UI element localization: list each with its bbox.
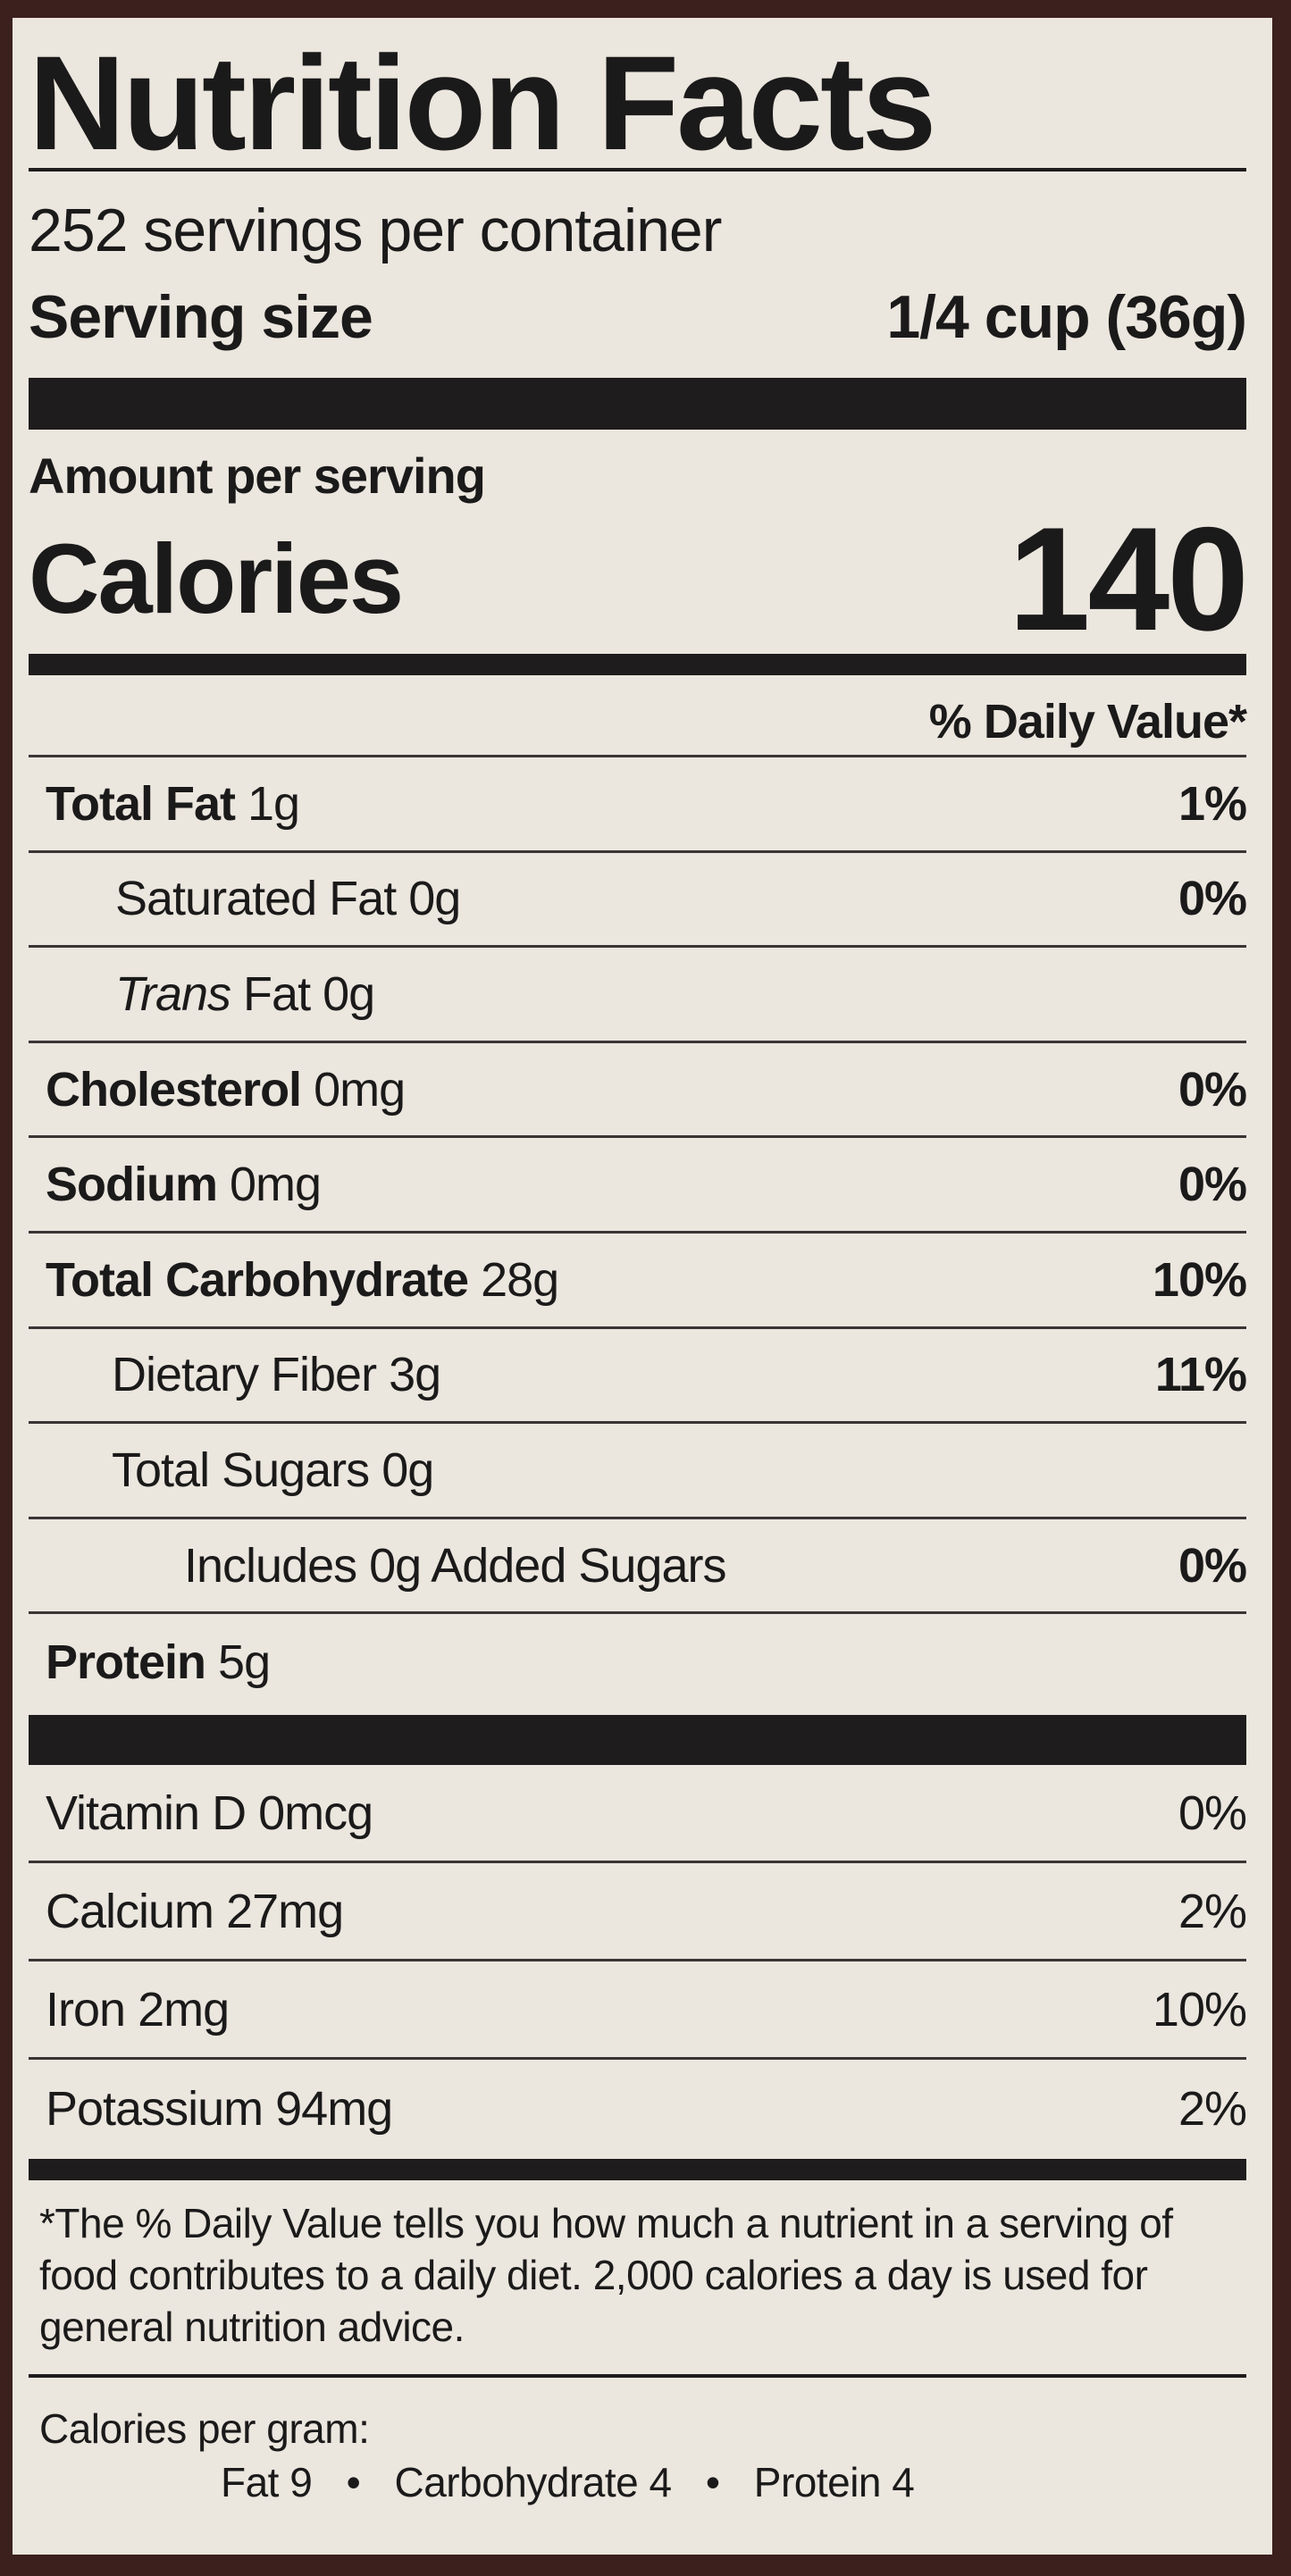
thick-divider bbox=[29, 1715, 1246, 1765]
servings-per-container: 252 servings per container bbox=[29, 196, 1246, 264]
nutrient-dv: 0% bbox=[1178, 872, 1247, 926]
vitamin-list: Vitamin D 0mcg 0% Calcium 27mg 2% Iron 2… bbox=[29, 1765, 1247, 2158]
calories-per-gram-label: Calories per gram: bbox=[39, 2405, 370, 2452]
nutrient-name: Total Sugars bbox=[112, 1443, 370, 1497]
nutrient-name: Cholesterol bbox=[46, 1062, 302, 1117]
label-title: Nutrition Facts bbox=[29, 28, 936, 178]
nutrient-amount: 0g bbox=[381, 1443, 434, 1497]
nutrient-name: Total Carbohydrate bbox=[46, 1252, 469, 1307]
vitamin-dv: 2% bbox=[1178, 2082, 1247, 2136]
nutrient-amount: 5g bbox=[218, 1635, 271, 1689]
nutrient-name: Trans bbox=[115, 966, 231, 1021]
nutrient-amount: 28g bbox=[481, 1252, 559, 1307]
bullet-separator: • bbox=[346, 2459, 361, 2505]
nutrient-row-saturated-fat: Saturated Fat 0g 0% bbox=[29, 853, 1247, 949]
nutrient-row-total-carbohydrate: Total Carbohydrate 28g 10% bbox=[29, 1234, 1247, 1329]
nutrient-name: Total Fat bbox=[46, 776, 236, 831]
servings-text: 252 servings per container bbox=[29, 196, 722, 264]
nutrient-list: Total Fat 1g 1% Saturated Fat 0g 0% Tran… bbox=[29, 757, 1247, 1710]
protein-calories: Protein 4 bbox=[753, 2459, 915, 2505]
fat-calories: Fat 9 bbox=[221, 2459, 313, 2505]
nutrient-name: Sodium bbox=[46, 1158, 218, 1212]
nutrient-name: Protein bbox=[46, 1635, 206, 1689]
vitamin-row-iron: Iron 2mg 10% bbox=[29, 1961, 1247, 2060]
bullet-separator: • bbox=[705, 2459, 720, 2505]
carbohydrate-calories: Carbohydrate 4 bbox=[394, 2459, 673, 2505]
nutrient-row-total-sugars: Total Sugars 0g bbox=[29, 1424, 1246, 1519]
nutrient-dv: 11% bbox=[1154, 1348, 1247, 1402]
calories-per-gram-values: Fat 9 • Carbohydrate 4 • Protein 4 bbox=[29, 2456, 1291, 2508]
calories-value: 140 bbox=[1008, 496, 1249, 661]
nutrient-dv: 0% bbox=[1178, 1538, 1247, 1593]
vitamin-dv: 2% bbox=[1178, 1884, 1247, 1938]
nutrient-row-dietary-fiber: Dietary Fiber 3g 11% bbox=[29, 1329, 1247, 1425]
daily-value-header-text: % Daily Value* bbox=[928, 694, 1247, 749]
nutrient-dv: 0% bbox=[1178, 1158, 1247, 1212]
vitamin-amount: 27mg bbox=[226, 1884, 344, 1938]
nutrient-amount: 0mg bbox=[314, 1062, 406, 1117]
nutrient-name: Dietary Fiber bbox=[112, 1348, 377, 1402]
vitamin-name: Vitamin D bbox=[46, 1786, 247, 1840]
nutrient-row-sodium: Sodium 0mg 0% bbox=[29, 1138, 1247, 1234]
calories-label: Calories bbox=[29, 523, 404, 634]
footnote: *The % Daily Value tells you how much a … bbox=[39, 2200, 1173, 2350]
nutrient-row-protein: Protein 5g bbox=[29, 1614, 1246, 1710]
vitamin-dv: 0% bbox=[1178, 1786, 1247, 1840]
serving-size-row: Serving size 1/4 cup (36g) bbox=[29, 281, 1247, 353]
serving-size-value: 1/4 cup (36g) bbox=[886, 283, 1247, 351]
nutrient-dv: 0% bbox=[1178, 1062, 1247, 1117]
nutrient-name: Includes 0g Added Sugars bbox=[184, 1538, 726, 1593]
vitamin-name: Potassium bbox=[46, 2082, 264, 2136]
medium-divider bbox=[29, 2159, 1246, 2180]
nutrient-row-trans-fat: Trans Fat 0g bbox=[29, 948, 1246, 1043]
nutrition-label: Nutrition Facts 252 servings per contain… bbox=[13, 18, 1272, 2555]
calories-row: Calories 140 bbox=[29, 497, 1249, 661]
nutrient-dv: 10% bbox=[1152, 1252, 1247, 1307]
nutrient-amount: 1g bbox=[247, 776, 300, 831]
thick-divider bbox=[29, 378, 1246, 430]
nutrient-amount: 0g bbox=[408, 872, 461, 926]
vitamin-name: Iron bbox=[46, 1982, 126, 2037]
vitamin-row-potassium: Potassium 94mg 2% bbox=[29, 2060, 1247, 2158]
nutrient-amount: 0mg bbox=[230, 1158, 322, 1212]
vitamin-amount: 2mg bbox=[138, 1982, 230, 2037]
nutrient-dv: 1% bbox=[1178, 776, 1247, 831]
amount-per-serving: Amount per serving bbox=[29, 447, 486, 504]
daily-value-header: % Daily Value* bbox=[29, 688, 1247, 757]
vitamin-row-calcium: Calcium 27mg 2% bbox=[29, 1863, 1247, 1961]
nutrient-row-total-fat: Total Fat 1g 1% bbox=[29, 757, 1247, 853]
divider bbox=[29, 2374, 1246, 2378]
medium-divider bbox=[29, 654, 1246, 675]
divider bbox=[29, 168, 1246, 171]
vitamin-name: Calcium bbox=[46, 1884, 214, 1938]
vitamin-row-vitamin-d: Vitamin D 0mcg 0% bbox=[29, 1765, 1247, 1863]
nutrient-amount: 3g bbox=[389, 1348, 441, 1402]
vitamin-amount: 94mg bbox=[275, 2082, 393, 2136]
nutrient-name: Saturated Fat bbox=[115, 872, 397, 926]
vitamin-dv: 10% bbox=[1152, 1982, 1247, 2037]
vitamin-amount: 0mcg bbox=[258, 1786, 373, 1840]
nutrient-name-suffix: Fat bbox=[243, 966, 311, 1021]
nutrient-row-added-sugars: Includes 0g Added Sugars 0% bbox=[29, 1519, 1247, 1615]
nutrient-amount: 0g bbox=[323, 966, 375, 1021]
serving-size-label: Serving size bbox=[29, 283, 373, 351]
nutrient-row-cholesterol: Cholesterol 0mg 0% bbox=[29, 1043, 1247, 1139]
